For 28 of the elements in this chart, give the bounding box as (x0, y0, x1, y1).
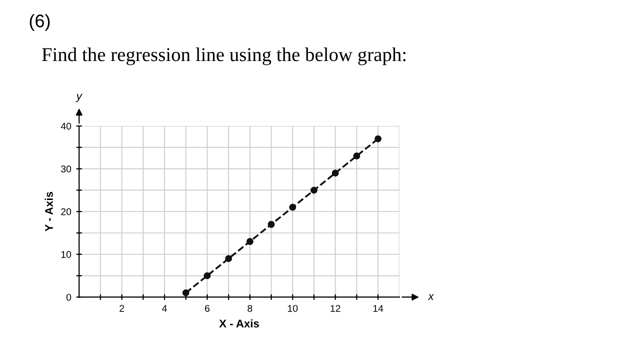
x-tick-label: 2 (120, 304, 124, 312)
point (353, 152, 360, 160)
y-tick-label: 10 (61, 251, 72, 258)
point (182, 289, 190, 296)
x-axis-title: X - Axis (219, 319, 259, 328)
point (374, 135, 382, 142)
point (289, 204, 296, 211)
chart-title: (6) (30, 14, 50, 31)
x-tick-label: 12 (330, 304, 340, 312)
text: y (76, 94, 82, 102)
chart-subtitle: Find the regression line using the below graph: (42, 48, 406, 66)
point (225, 255, 232, 262)
x-tick-label: 4 (162, 305, 167, 312)
x-tick-label: 6 (205, 304, 210, 312)
x-tick-label: 8 (248, 304, 252, 312)
x-tick-label: 14 (373, 305, 384, 312)
point (268, 220, 275, 228)
y-tick-label: 20 (61, 208, 72, 216)
y-axis-title: Y - Axis (44, 192, 53, 232)
y-tick-label: 30 (61, 166, 72, 172)
point (332, 170, 339, 177)
point (204, 272, 211, 280)
point (310, 186, 318, 194)
y-tick-label: 40 (60, 122, 72, 130)
y-tick-label: 0 (66, 294, 72, 301)
text: x (428, 294, 434, 300)
point (246, 238, 254, 245)
x-tick-label: 10 (288, 304, 298, 312)
